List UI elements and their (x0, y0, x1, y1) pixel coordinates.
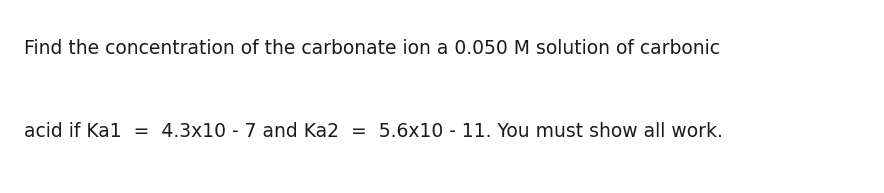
Text: Find the concentration of the carbonate ion a 0.050 M solution of carbonic: Find the concentration of the carbonate … (24, 39, 720, 58)
Text: acid if Ka1  =  4.3x10 - 7 and Ka2  =  5.6x10 - 11. You must show all work.: acid if Ka1 = 4.3x10 - 7 and Ka2 = 5.6x1… (24, 122, 723, 141)
